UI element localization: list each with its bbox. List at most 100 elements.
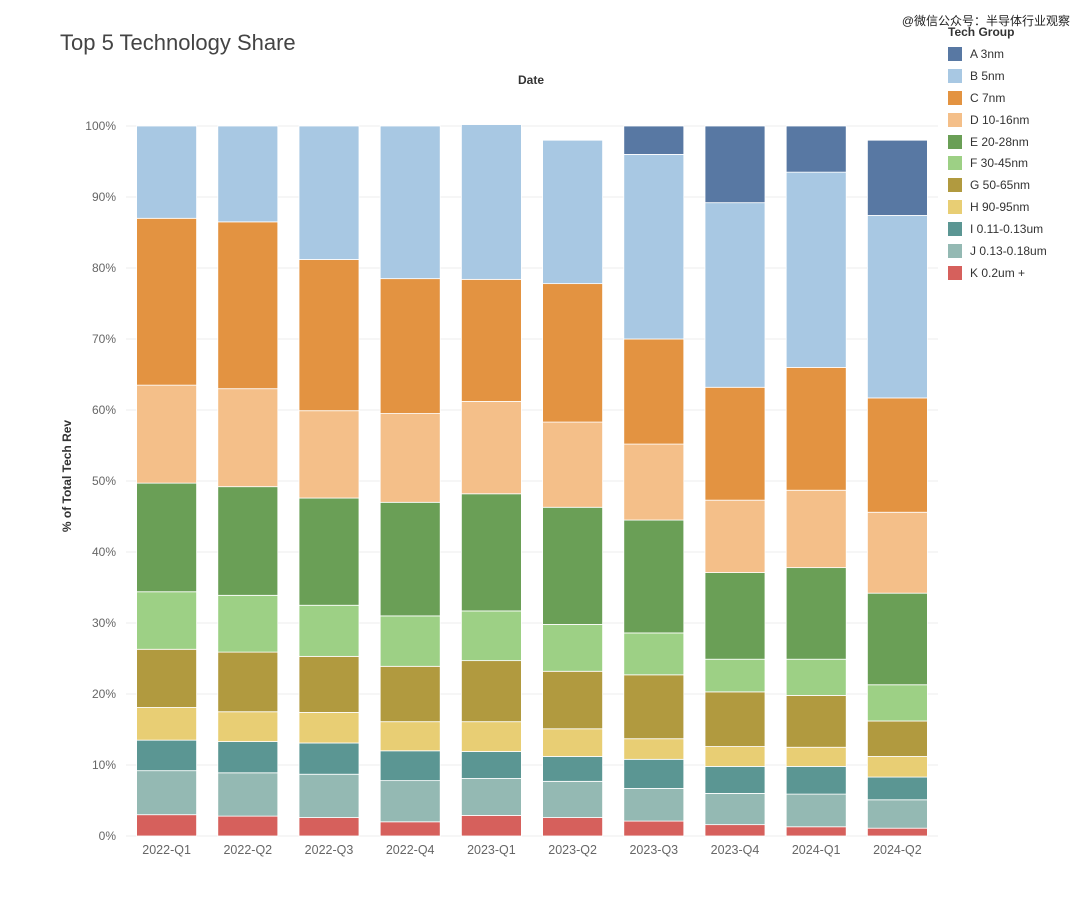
bar-segment	[136, 482, 198, 593]
y-axis-label: % of Total Tech Rev	[60, 420, 74, 533]
y-tick-label: 20%	[92, 687, 116, 701]
bar-segment	[785, 793, 847, 828]
bar-stack-2022-Q1	[136, 125, 198, 837]
legend-label: J 0.13-0.18um	[970, 243, 1047, 258]
bar-segment	[217, 388, 279, 488]
bar-segment	[136, 770, 198, 816]
x-tick-label: 2024-Q1	[792, 843, 841, 857]
bar-segment	[542, 756, 603, 782]
bar-segment	[542, 421, 603, 508]
bar-segment	[217, 486, 279, 596]
x-axis-ticks: 2022-Q1 2022-Q2 2022-Q3 2022-Q4 2023-Q1 2023-…	[142, 843, 921, 857]
bar-segment	[217, 772, 279, 817]
x-tick-label: 2022-Q3	[305, 843, 354, 857]
bar-segment	[542, 283, 603, 423]
bar-segment	[460, 401, 522, 495]
bar-stack-2023-Q1	[460, 124, 522, 837]
bar-segment	[217, 594, 279, 653]
x-tick-label: 2023-Q3	[629, 843, 678, 857]
bar-stack-2022-Q3	[298, 125, 360, 837]
bar-segment	[623, 125, 685, 155]
bar-segment	[136, 739, 198, 772]
bar-segment	[623, 758, 685, 789]
legend-item: E 20-28nm	[948, 131, 1047, 153]
legend-swatch	[948, 90, 962, 105]
bar-segment	[460, 778, 522, 816]
bar-segment	[136, 125, 198, 219]
bar-segment	[704, 691, 766, 747]
bar-segment	[867, 215, 928, 399]
bar-segment	[623, 788, 685, 822]
bar-segment	[217, 125, 279, 223]
bar-segment	[460, 815, 522, 837]
bar-segment	[298, 604, 360, 657]
legend-item: J 0.13-0.18um	[948, 240, 1047, 262]
bar-segment	[867, 720, 928, 757]
bar-segment	[704, 658, 766, 693]
bar-segment	[379, 413, 441, 503]
bar-segment	[460, 278, 522, 402]
legend-label: A 3nm	[970, 46, 1005, 61]
y-tick-label: 60%	[92, 403, 116, 417]
legend-swatch	[948, 178, 962, 193]
bar-segment	[704, 824, 766, 837]
bar-segment	[217, 741, 279, 774]
bar-segment	[460, 124, 522, 280]
bar-segment	[298, 712, 360, 744]
y-tick-label: 100%	[85, 119, 116, 133]
bar-segment	[379, 278, 441, 414]
legend-item: C 7nm	[948, 87, 1047, 109]
legend-swatch	[948, 46, 962, 61]
legend-label: I 0.11-0.13um	[970, 222, 1044, 237]
legend-label: G 50-65nm	[970, 178, 1031, 193]
bar-segment	[785, 171, 847, 368]
bar-segment	[379, 821, 441, 837]
bar-segment	[136, 384, 198, 484]
bar-segment	[298, 125, 360, 260]
x-tick-label: 2022-Q2	[223, 843, 272, 857]
bar-segment	[298, 773, 360, 818]
bar-segment	[298, 817, 360, 837]
bar-segment	[704, 793, 766, 826]
x-tick-label: 2022-Q4	[386, 843, 435, 857]
bar-segment	[785, 766, 847, 795]
legend-label: F 30-45nm	[970, 156, 1029, 171]
bar-segment	[623, 674, 685, 740]
legend: Tech Group A 3nm B 5nm C 7nm D 10-16nm E 20-…	[948, 25, 1047, 284]
bar-segment	[460, 751, 522, 779]
bar-segment	[867, 139, 928, 216]
bar-segment	[867, 756, 928, 778]
bar-segment	[867, 776, 928, 801]
bar-stack-2024-Q2	[867, 139, 928, 837]
bar-segment	[136, 591, 198, 650]
bar-segment	[704, 386, 766, 501]
x-axis-label: Date	[518, 73, 544, 87]
bars	[136, 124, 928, 837]
bar-segment	[542, 506, 603, 625]
bar-stack-2023-Q3	[623, 125, 685, 837]
bar-segment	[379, 750, 441, 782]
bar-segment	[704, 746, 766, 767]
bar-segment	[542, 780, 603, 818]
legend-swatch	[948, 68, 962, 83]
watermark: @微信公众号：半导体行业观察	[901, 14, 1070, 28]
bar-segment	[785, 125, 847, 173]
y-tick-label: 80%	[92, 261, 116, 275]
bar-segment	[623, 632, 685, 676]
bar-segment	[136, 217, 198, 386]
bar-segment	[298, 742, 360, 775]
bar-segment	[867, 799, 928, 829]
bar-segment	[379, 665, 441, 723]
bar-segment	[298, 497, 360, 606]
bar-segment	[785, 826, 847, 837]
legend-swatch	[948, 156, 962, 171]
legend-items: A 3nm B 5nm C 7nm D 10-16nm E 20-28nm F 30-45…	[948, 43, 1047, 284]
bar-segment	[460, 493, 522, 612]
bar-segment	[217, 651, 279, 713]
bar-segment	[542, 728, 603, 757]
legend-swatch	[948, 243, 962, 258]
legend-label: E 20-28nm	[970, 134, 1029, 149]
bar-segment	[704, 125, 766, 204]
legend-label: B 5nm	[970, 68, 1005, 83]
bar-segment	[379, 125, 441, 280]
